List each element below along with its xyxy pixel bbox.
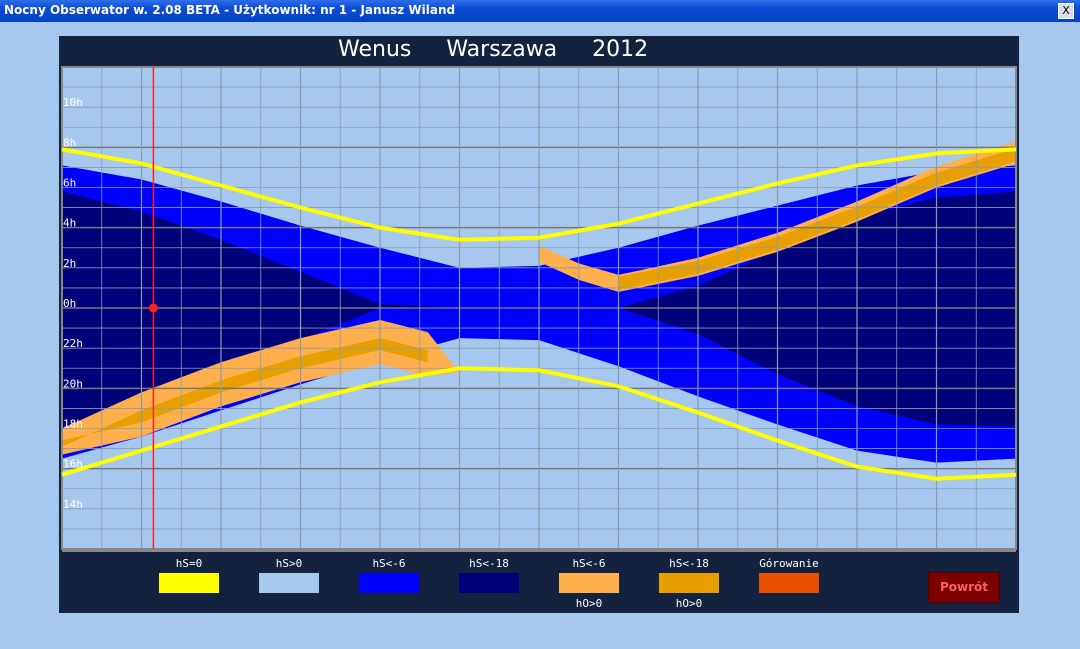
y-tick-label: 14h <box>63 498 83 511</box>
x-tick-label: Gru <box>966 554 986 556</box>
x-tick-label: Lip <box>569 554 589 556</box>
x-tick-label: Wrz <box>728 554 748 556</box>
place-name: Warszawa <box>446 37 558 62</box>
date-marker-point <box>148 303 158 313</box>
legend-label: Górowanie <box>759 557 819 570</box>
x-tick-label: Paź <box>807 554 827 556</box>
legend-swatch <box>759 573 819 593</box>
x-tick-label: Lis <box>887 554 907 556</box>
venus-evening-night <box>62 338 428 447</box>
legend-label: hS<-18 <box>469 557 509 570</box>
object-name: Wenus <box>338 37 412 62</box>
legend-label: hS<-18 <box>669 557 709 570</box>
y-tick-label: 2h <box>63 257 76 270</box>
legend-swatch <box>159 573 219 593</box>
y-tick-label: 18h <box>63 418 83 431</box>
year: 2012 <box>592 37 649 62</box>
y-tick-label: 6h <box>63 177 76 190</box>
legend-swatch <box>459 573 519 593</box>
y-tick-label: 0h <box>63 297 76 310</box>
x-tick-label: Sty <box>92 554 112 556</box>
chart-panel: Wenus Warszawa 2012 10h 8h 6h 4h 2h 0h 22h 20h 1… <box>59 36 1019 613</box>
axis-strip <box>62 549 1016 552</box>
close-button[interactable]: X <box>1058 3 1074 19</box>
legend-sublabel: hO>0 <box>675 597 703 610</box>
x-tick-label: Maj <box>410 554 430 556</box>
venus-morning-twilight <box>539 141 1016 292</box>
legend-label: hS>0 <box>275 557 303 570</box>
x-tick-label: Sie <box>648 554 668 556</box>
title-bar: Nocny Obserwator w. 2.08 BETA - Użytkown… <box>0 0 1080 22</box>
y-tick-label: 4h <box>63 217 76 230</box>
x-tick-label: Kwi <box>330 554 350 556</box>
x-tick-label: Cze <box>489 554 509 556</box>
x-tick-label: Mar <box>251 554 271 556</box>
chart-title: Wenus Warszawa 2012 <box>338 37 648 62</box>
x-tick-label: Lut <box>171 554 191 556</box>
legend-swatch <box>359 573 419 593</box>
sunset-line <box>61 366 1017 481</box>
window-title: Nocny Obserwator w. 2.08 BETA - Użytkown… <box>4 3 456 17</box>
legend-swatch <box>259 573 319 593</box>
legend-swatch <box>559 573 619 593</box>
sunrise-line <box>61 147 1017 242</box>
y-tick-label: 20h <box>63 377 83 390</box>
legend-label: hS<-6 <box>572 557 606 570</box>
y-tick-label: 8h <box>63 136 76 149</box>
legend-swatch <box>659 573 719 593</box>
legend-sublabel: hO>0 <box>575 597 603 610</box>
visibility-chart: 10h 8h 6h 4h 2h 0h 22h 20h 18h 16h 14h Sty Lut Mar Kwi… <box>61 66 1017 556</box>
legend-label: hS=0 <box>175 557 203 570</box>
y-tick-label: 10h <box>63 96 83 109</box>
y-tick-label: 16h <box>63 458 83 471</box>
return-button[interactable]: Powrót <box>928 572 1000 603</box>
y-tick-label: 22h <box>63 337 83 350</box>
legend-label: hS<-6 <box>372 557 406 570</box>
venus-morning-night <box>618 148 1016 290</box>
